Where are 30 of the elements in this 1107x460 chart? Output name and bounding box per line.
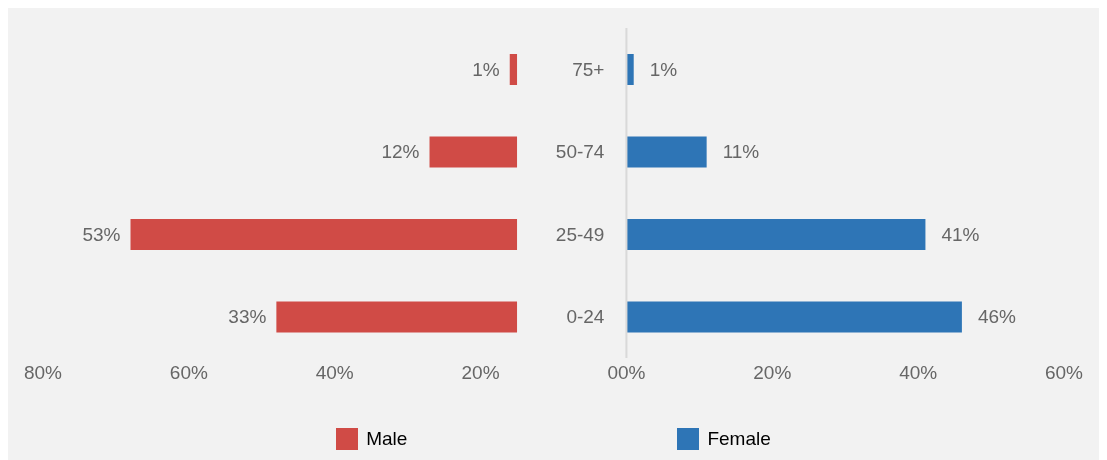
data-label: 1% [472, 58, 500, 80]
bar [626, 136, 707, 168]
x-tick-label: 80% [23, 362, 63, 384]
y-tick-label: 25-49 [555, 223, 605, 245]
x-tick-label: 20% [753, 362, 792, 384]
data-label: 11% [722, 141, 760, 162]
x-tick-label: 20% [461, 362, 500, 384]
bar [130, 219, 518, 250]
data-label: 1% [649, 58, 678, 80]
y-tick-label: 75+ [572, 58, 605, 80]
x-tick-label: 60% [169, 362, 208, 384]
x-tick-label: 60% [1044, 362, 1084, 384]
x-tick-label: 00% [607, 362, 646, 384]
data-label: 46% [977, 306, 1017, 327]
data-label: 41% [941, 223, 980, 245]
data-label: 33% [228, 306, 267, 327]
bar [276, 301, 518, 333]
legend-label: Male [366, 428, 408, 450]
y-tick-label: 50-74 [555, 141, 605, 162]
x-tick-label: 40% [315, 362, 354, 384]
data-label: 53% [82, 223, 121, 245]
x-tick-label: 40% [899, 362, 938, 384]
y-tick-label: 0-24 [566, 306, 605, 327]
bar [509, 54, 518, 85]
bar [626, 219, 926, 250]
bar [429, 136, 518, 168]
bar [626, 301, 962, 333]
bar [626, 54, 634, 85]
legend-label: Female [707, 428, 771, 450]
data-label: 12% [381, 141, 420, 162]
